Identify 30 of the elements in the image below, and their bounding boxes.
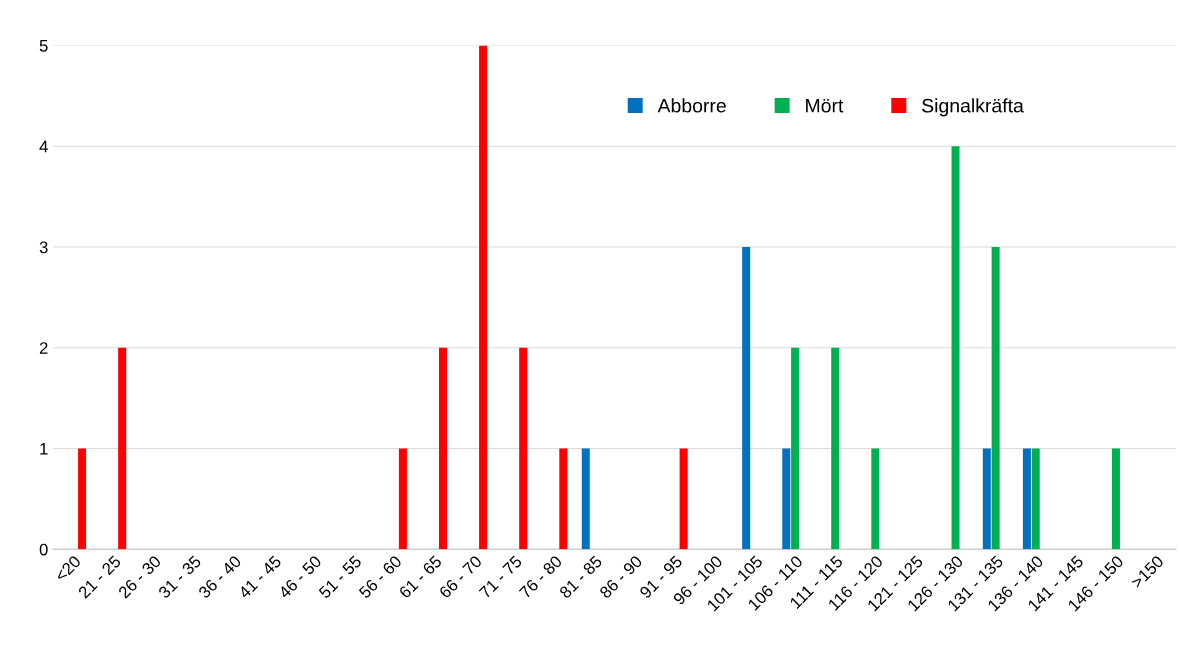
bar — [951, 146, 960, 550]
legend-label: Mört — [806, 98, 844, 113]
bar — [479, 45, 488, 550]
y-tick-label: 4 — [39, 140, 48, 153]
bar — [871, 448, 880, 550]
y-tick-label: 5 — [39, 40, 48, 52]
bar — [559, 448, 568, 550]
bar — [398, 448, 407, 550]
bar — [791, 347, 800, 550]
bar — [1031, 448, 1040, 550]
bar — [742, 247, 751, 550]
bar — [1022, 448, 1031, 550]
bar — [1111, 448, 1120, 550]
legend-label: Abborre — [657, 98, 726, 113]
y-tick-label: 2 — [39, 342, 48, 354]
bar — [581, 448, 590, 550]
bar — [438, 347, 448, 550]
bar — [831, 347, 840, 550]
legend-label: Signalkräfta — [922, 98, 1024, 117]
bar — [519, 347, 528, 550]
bar — [982, 448, 991, 550]
y-tick-label: 1 — [40, 443, 48, 455]
bar — [991, 247, 1000, 550]
x-tick-label: <20 — [54, 554, 82, 583]
y-tick-label: 3 — [39, 241, 48, 254]
bar — [118, 347, 127, 550]
y-tick-label: 0 — [39, 543, 48, 556]
bar — [78, 448, 87, 550]
bar — [679, 448, 688, 550]
bar — [782, 448, 791, 550]
